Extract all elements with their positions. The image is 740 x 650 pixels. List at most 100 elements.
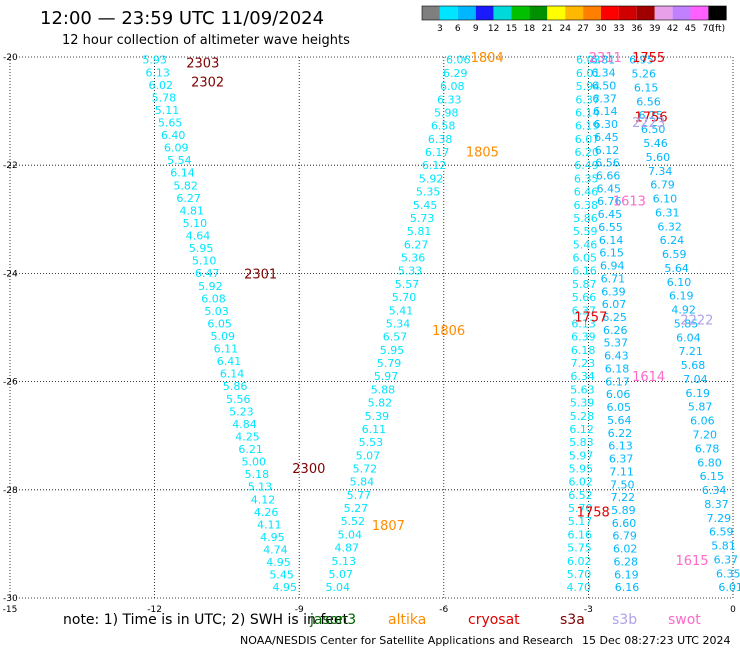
colorbar-tick-label: 9 <box>473 24 479 34</box>
wave-height-value: 6.05 <box>207 317 232 330</box>
wave-height-value: 6.16 <box>572 265 597 278</box>
wave-height-value: 6.03 <box>576 54 601 67</box>
wave-height-value: 4.95 <box>260 531 285 544</box>
wave-height-value: 5.26 <box>632 68 657 81</box>
wave-height-value: 6.34 <box>702 484 727 497</box>
legend-cryosat: cryosat <box>468 612 520 628</box>
colorbar-swatch <box>672 6 691 20</box>
wave-height-value: 6.80 <box>697 456 722 469</box>
colorbar-tick-label: 70 <box>703 24 715 34</box>
wave-height-value: 5.53 <box>359 436 384 449</box>
colorbar-swatch <box>422 6 440 20</box>
x-tick-label: -6 <box>439 605 448 615</box>
pass-number-label: 1755 <box>632 51 665 66</box>
wave-height-value: 5.97 <box>374 370 399 383</box>
credit-line: NOAA/NESDIS Center for Satellite Applica… <box>240 634 574 647</box>
wave-height-value: 5.92 <box>198 280 223 293</box>
wave-height-value: 6.38 <box>573 199 598 212</box>
wave-height-value: 6.18 <box>605 362 630 375</box>
wave-height-value: 5.75 <box>567 542 592 555</box>
wave-height-value: 6.37 <box>572 304 597 317</box>
wave-height-value: 6.25 <box>602 311 627 324</box>
wave-height-value: 6.57 <box>383 331 408 344</box>
wave-height-value: 6.22 <box>608 427 633 440</box>
wave-height-value: 6.24 <box>660 234 685 247</box>
wave-height-value: 5.73 <box>410 212 435 225</box>
wave-height-value: 5.77 <box>347 489 372 502</box>
wave-height-value: 6.46 <box>574 186 599 199</box>
wave-height-value: 6.01 <box>718 581 740 594</box>
wave-height-value: 6.07 <box>575 133 600 146</box>
wave-height-value: 5.03 <box>204 305 229 318</box>
wave-height-value: 6.14 <box>170 167 195 180</box>
pass-number-label: 2222 <box>680 313 713 328</box>
wave-height-value: 5.59 <box>573 225 598 238</box>
wave-height-value: 5.98 <box>434 106 459 119</box>
wave-height-value: 5.85 <box>674 317 699 330</box>
wave-height-value: 6.06 <box>446 54 471 67</box>
wave-height-value: 5.41 <box>389 304 414 317</box>
wave-height-value: 5.82 <box>368 397 393 410</box>
wave-height-value: 6.37 <box>592 92 617 105</box>
wave-height-value: 6.19 <box>669 290 694 303</box>
wave-height-value: 4.11 <box>257 518 282 531</box>
wave-height-value: 6.08 <box>440 80 465 93</box>
wave-height-value: 6.14 <box>599 234 624 247</box>
wave-height-value: 4.84 <box>232 418 257 431</box>
wave-height-value: 5.89 <box>611 504 636 517</box>
wave-height-value: 6.34 <box>591 67 616 80</box>
colorbar-swatch <box>439 6 458 20</box>
wave-height-value: 5.23 <box>229 405 254 418</box>
y-tick-label: -24 <box>3 269 18 279</box>
x-tick-label: -9 <box>295 605 304 615</box>
wave-height-value: 5.56 <box>226 393 251 406</box>
colorbar-tick-label: 42 <box>667 24 678 34</box>
pass-number-label: 1806 <box>432 324 465 339</box>
pass-number-label: 1615 <box>675 554 708 569</box>
wave-height-value: 7.11 <box>609 465 634 478</box>
legend-jason3: jason3 <box>310 612 357 628</box>
x-tick-label: 0 <box>730 605 736 615</box>
wave-height-value: 6.12 <box>422 159 447 172</box>
wave-height-value: 5.95 <box>380 344 405 357</box>
wave-height-value: 5.84 <box>350 476 375 489</box>
pass-number-label: 1807 <box>372 519 405 534</box>
wave-height-value: 6.59 <box>709 526 734 539</box>
wave-height-value: 6.31 <box>655 206 680 219</box>
wave-height-value: 7.50 <box>610 478 635 491</box>
wave-height-value: 5.34 <box>386 317 411 330</box>
wave-height-value: 5.09 <box>211 330 236 343</box>
wave-height-value: 6.45 <box>596 182 621 195</box>
wave-height-value: 5.86 <box>573 212 598 225</box>
wave-height-value: 6.07 <box>602 298 627 311</box>
wave-height-value: 6.17 <box>425 146 450 159</box>
wave-height-value: 6.56 <box>636 95 661 108</box>
wave-height-value: 6.37 <box>575 93 600 106</box>
colorbar-swatch <box>690 6 709 20</box>
wave-height-value: 5.10 <box>183 217 208 230</box>
wave-height-value: 6.41 <box>217 355 242 368</box>
wave-height-colorbar: 3 6 9 12 15 18 21 24 27 30 33 36 39 42 45 70(ft) <box>421 5 727 34</box>
pass-number-label: 2300 <box>292 462 325 477</box>
wave-height-value: 5.81 <box>407 225 432 238</box>
wave-height-value: 6.95 <box>629 54 654 67</box>
wave-height-value: 5.66 <box>572 291 597 304</box>
wave-height-value: 6.17 <box>605 375 630 388</box>
pass-number-label: 1805 <box>466 146 499 161</box>
legend-s3b: s3b <box>612 612 638 628</box>
map-subtitle: 12 hour collection of altimeter wave hei… <box>62 33 350 48</box>
colorbar-tick-label: 30 <box>595 24 607 34</box>
wave-height-value: 6.14 <box>593 105 618 118</box>
pass-number-label: 2223 <box>632 116 665 131</box>
wave-height-value: 6.10 <box>667 276 692 289</box>
legend-swot: swot <box>668 612 701 628</box>
wave-height-value: 6.55 <box>598 221 623 234</box>
wave-height-value: 5.28 <box>570 410 595 423</box>
colorbar-swatch <box>511 6 530 20</box>
pass-number-label: 1756 <box>635 111 668 126</box>
wave-height-value: 5.88 <box>371 383 396 396</box>
wave-height-value: 6.27 <box>404 238 429 251</box>
wave-height-value: 6.26 <box>603 324 628 337</box>
wave-height-value: 6.19 <box>575 120 600 133</box>
